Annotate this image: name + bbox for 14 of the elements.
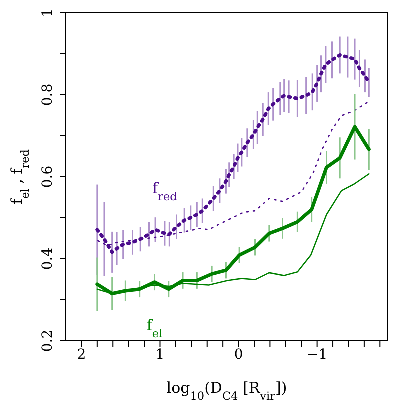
x-tick-label: 1 [156,346,165,363]
line-series [96,125,371,296]
y-tick-label: 0.6 [40,166,56,188]
x-tick-label: 0 [234,346,244,363]
x-tick-label: 2 [77,346,86,363]
series-label: f$_{red}$ [152,180,178,204]
series-label: f$_{el}$ [146,316,164,340]
y-tick-label: 0.4 [40,248,56,270]
y-tick-label: 1 [40,8,56,18]
line-series [96,53,371,254]
y-tick-label: 0.8 [40,84,56,106]
y-tick-label: 0.2 [40,330,56,352]
x-axis-title: log$_{10}$(D$_{C4}$ [R$_{vir}$]) [166,379,288,402]
x-tick-label: −1 [306,346,328,363]
